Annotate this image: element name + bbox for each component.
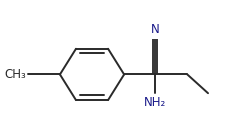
Text: NH₂: NH₂	[144, 96, 166, 109]
Text: CH₃: CH₃	[4, 68, 26, 81]
Text: N: N	[150, 23, 159, 36]
